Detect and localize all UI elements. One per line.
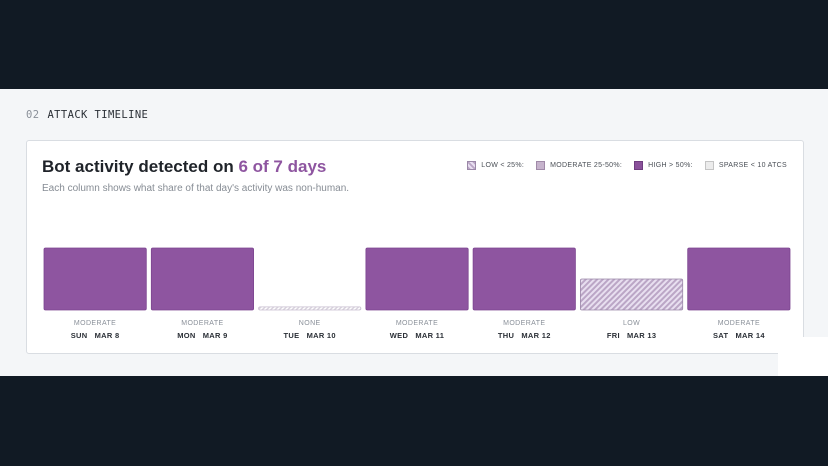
bar-mon — [150, 247, 255, 311]
bar-level-label-tue: NONE — [299, 320, 321, 327]
bar-wed — [365, 247, 469, 311]
bar-sat — [687, 247, 791, 311]
bar-level-label-wed: MODERATE — [396, 320, 438, 327]
bar-date-label-wed: WED MAR 11 — [390, 331, 444, 340]
bar-date-label-sun: SUN MAR 8 — [71, 331, 120, 340]
card-title-prefix: Bot activity detected on — [42, 157, 239, 176]
bar-level-label-thu: MODERATE — [503, 320, 545, 327]
card-subtitle: Each column shows what share of that day… — [42, 183, 350, 194]
legend-swatch-moderate — [536, 161, 546, 170]
bar-date-label-fri: FRI MAR 13 — [607, 331, 656, 340]
legend-item-sparse: SPARSE < 10 ATCS — [704, 161, 787, 170]
section-title: ATTACK TIMELINE — [47, 109, 149, 121]
bar-fri — [580, 278, 684, 311]
corner-overlay — [778, 337, 828, 376]
legend-item-high: HIGH > 50%: — [634, 161, 693, 170]
legend-swatch-sparse — [704, 161, 714, 170]
chart-legend: LOW < 25%: MODERATE 25-50%: HIGH > 50%: … — [467, 161, 787, 170]
bar-level-label-sat: MODERATE — [718, 320, 760, 327]
legend-label-sparse: SPARSE < 10 ATCS — [718, 162, 787, 169]
bar-tue — [258, 306, 362, 311]
legend-item-low: LOW < 25%: — [467, 161, 524, 170]
bar-date-label-tue: TUE MAR 10 — [284, 331, 336, 340]
legend-label-low: LOW < 25%: — [481, 162, 525, 169]
bar-sun — [43, 247, 147, 311]
legend-label-high: HIGH > 50%: — [648, 162, 693, 169]
legend-item-moderate: MODERATE 25-50%: — [536, 161, 622, 170]
section-heading: 02 ATTACK TIMELINE — [26, 109, 148, 121]
legend-swatch-high — [634, 161, 644, 170]
section-number: 02 — [26, 109, 40, 121]
bar-thu — [472, 247, 576, 311]
timeline-chart: MODERATE SUN MAR 8 MODERATE MON MAR 9 NONE TU… — [43, 247, 791, 340]
chart-bars — [43, 247, 791, 311]
chart-category-labels: MODERATE SUN MAR 8 MODERATE MON MAR 9 NONE TU… — [71, 320, 765, 340]
bar-level-label-mon: MODERATE — [181, 320, 223, 327]
bar-date-label-mon: MON MAR 9 — [177, 331, 227, 340]
bar-date-label-sat: SAT MAR 14 — [713, 331, 765, 340]
bar-level-label-sun: MODERATE — [74, 320, 116, 327]
legend-label-moderate: MODERATE 25-50%: — [550, 162, 623, 169]
attack-timeline-card: Bot activity detected on 6 of 7 days Eac… — [26, 140, 804, 354]
bar-date-label-thu: THU MAR 12 — [498, 331, 551, 340]
bar-level-label-fri: LOW — [623, 320, 640, 327]
legend-swatch-low — [467, 161, 477, 170]
card-title: Bot activity detected on 6 of 7 days — [42, 157, 326, 177]
card-title-highlight: 6 of 7 days — [238, 157, 327, 176]
